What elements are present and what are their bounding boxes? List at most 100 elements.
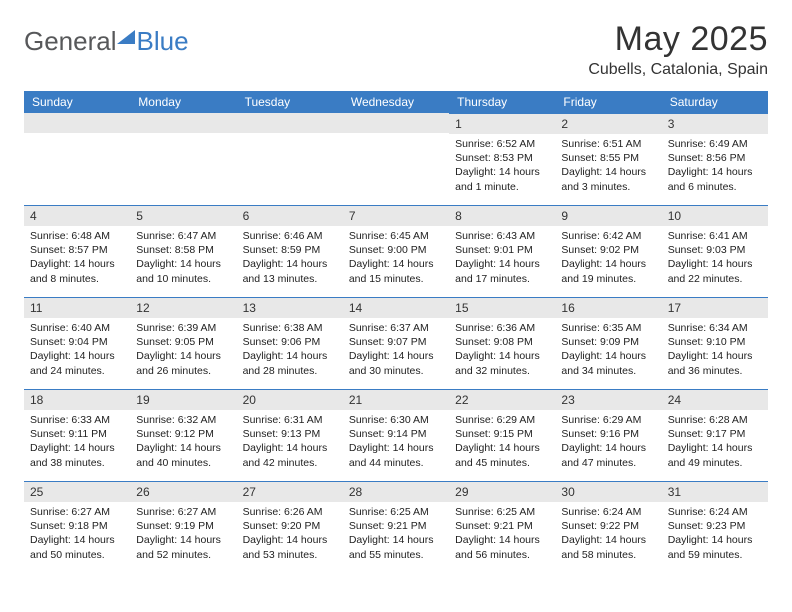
sunrise-line: Sunrise: 6:33 AM — [30, 413, 124, 427]
sunset-line: Sunset: 9:23 PM — [668, 519, 762, 533]
sunset-line: Sunset: 9:21 PM — [349, 519, 443, 533]
daylight-line: Daylight: 14 hours and 50 minutes. — [30, 533, 124, 561]
calendar-cell: 2Sunrise: 6:51 AMSunset: 8:55 PMDaylight… — [555, 113, 661, 205]
sunrise-line: Sunrise: 6:30 AM — [349, 413, 443, 427]
weekday-header: Sunday Monday Tuesday Wednesday Thursday… — [24, 91, 768, 113]
sunrise-line: Sunrise: 6:51 AM — [561, 137, 655, 151]
day-number: 10 — [662, 206, 768, 226]
daylight-line: Daylight: 14 hours and 47 minutes. — [561, 441, 655, 469]
day-info: Sunrise: 6:29 AMSunset: 9:16 PMDaylight:… — [555, 410, 661, 476]
calendar-cell: 20Sunrise: 6:31 AMSunset: 9:13 PMDayligh… — [237, 389, 343, 481]
daylight-line: Daylight: 14 hours and 3 minutes. — [561, 165, 655, 193]
daylight-line: Daylight: 14 hours and 58 minutes. — [561, 533, 655, 561]
day-info: Sunrise: 6:47 AMSunset: 8:58 PMDaylight:… — [130, 226, 236, 292]
sunset-line: Sunset: 9:06 PM — [243, 335, 337, 349]
sunset-line: Sunset: 8:56 PM — [668, 151, 762, 165]
calendar-cell-empty — [343, 113, 449, 205]
sunrise-line: Sunrise: 6:26 AM — [243, 505, 337, 519]
sunset-line: Sunset: 9:12 PM — [136, 427, 230, 441]
daylight-line: Daylight: 14 hours and 53 minutes. — [243, 533, 337, 561]
sunrise-line: Sunrise: 6:25 AM — [455, 505, 549, 519]
calendar-cell: 24Sunrise: 6:28 AMSunset: 9:17 PMDayligh… — [662, 389, 768, 481]
calendar-grid: 1Sunrise: 6:52 AMSunset: 8:53 PMDaylight… — [24, 113, 768, 573]
sunset-line: Sunset: 8:53 PM — [455, 151, 549, 165]
sunrise-line: Sunrise: 6:32 AM — [136, 413, 230, 427]
day-number: 4 — [24, 206, 130, 226]
daylight-line: Daylight: 14 hours and 19 minutes. — [561, 257, 655, 285]
daylight-line: Daylight: 14 hours and 34 minutes. — [561, 349, 655, 377]
sunset-line: Sunset: 9:14 PM — [349, 427, 443, 441]
calendar-cell-empty — [24, 113, 130, 205]
day-info: Sunrise: 6:30 AMSunset: 9:14 PMDaylight:… — [343, 410, 449, 476]
calendar-cell: 31Sunrise: 6:24 AMSunset: 9:23 PMDayligh… — [662, 481, 768, 573]
sunrise-line: Sunrise: 6:48 AM — [30, 229, 124, 243]
day-info: Sunrise: 6:48 AMSunset: 8:57 PMDaylight:… — [24, 226, 130, 292]
day-info: Sunrise: 6:33 AMSunset: 9:11 PMDaylight:… — [24, 410, 130, 476]
day-number: 19 — [130, 390, 236, 410]
day-number: 3 — [662, 114, 768, 134]
daylight-line: Daylight: 14 hours and 52 minutes. — [136, 533, 230, 561]
sunrise-line: Sunrise: 6:27 AM — [136, 505, 230, 519]
sunrise-line: Sunrise: 6:46 AM — [243, 229, 337, 243]
day-number: 28 — [343, 482, 449, 502]
weekday-label: Wednesday — [343, 91, 449, 113]
day-info: Sunrise: 6:41 AMSunset: 9:03 PMDaylight:… — [662, 226, 768, 292]
calendar-cell: 18Sunrise: 6:33 AMSunset: 9:11 PMDayligh… — [24, 389, 130, 481]
sunset-line: Sunset: 9:07 PM — [349, 335, 443, 349]
day-info: Sunrise: 6:49 AMSunset: 8:56 PMDaylight:… — [662, 134, 768, 200]
sunset-line: Sunset: 9:15 PM — [455, 427, 549, 441]
sunrise-line: Sunrise: 6:43 AM — [455, 229, 549, 243]
sunrise-line: Sunrise: 6:37 AM — [349, 321, 443, 335]
sunset-line: Sunset: 9:18 PM — [30, 519, 124, 533]
weekday-label: Monday — [130, 91, 236, 113]
page-subtitle: Cubells, Catalonia, Spain — [588, 61, 768, 79]
day-number: 8 — [449, 206, 555, 226]
calendar-cell: 26Sunrise: 6:27 AMSunset: 9:19 PMDayligh… — [130, 481, 236, 573]
calendar-cell: 30Sunrise: 6:24 AMSunset: 9:22 PMDayligh… — [555, 481, 661, 573]
daylight-line: Daylight: 14 hours and 49 minutes. — [668, 441, 762, 469]
weekday-label: Thursday — [449, 91, 555, 113]
calendar-cell: 21Sunrise: 6:30 AMSunset: 9:14 PMDayligh… — [343, 389, 449, 481]
sunset-line: Sunset: 9:16 PM — [561, 427, 655, 441]
sunset-line: Sunset: 9:21 PM — [455, 519, 549, 533]
daylight-line: Daylight: 14 hours and 15 minutes. — [349, 257, 443, 285]
day-number: 16 — [555, 298, 661, 318]
calendar-cell: 3Sunrise: 6:49 AMSunset: 8:56 PMDaylight… — [662, 113, 768, 205]
page-title: May 2025 — [588, 20, 768, 59]
sunset-line: Sunset: 8:57 PM — [30, 243, 124, 257]
calendar-cell: 5Sunrise: 6:47 AMSunset: 8:58 PMDaylight… — [130, 205, 236, 297]
daylight-line: Daylight: 14 hours and 56 minutes. — [455, 533, 549, 561]
day-info: Sunrise: 6:34 AMSunset: 9:10 PMDaylight:… — [662, 318, 768, 384]
sunset-line: Sunset: 9:02 PM — [561, 243, 655, 257]
daylight-line: Daylight: 14 hours and 17 minutes. — [455, 257, 549, 285]
logo-text-2: Blue — [137, 26, 189, 57]
calendar-cell: 7Sunrise: 6:45 AMSunset: 9:00 PMDaylight… — [343, 205, 449, 297]
calendar-cell: 1Sunrise: 6:52 AMSunset: 8:53 PMDaylight… — [449, 113, 555, 205]
day-info: Sunrise: 6:26 AMSunset: 9:20 PMDaylight:… — [237, 502, 343, 568]
sunrise-line: Sunrise: 6:24 AM — [668, 505, 762, 519]
day-info: Sunrise: 6:35 AMSunset: 9:09 PMDaylight:… — [555, 318, 661, 384]
sunset-line: Sunset: 9:00 PM — [349, 243, 443, 257]
sunrise-line: Sunrise: 6:27 AM — [30, 505, 124, 519]
sunrise-line: Sunrise: 6:40 AM — [30, 321, 124, 335]
daylight-line: Daylight: 14 hours and 22 minutes. — [668, 257, 762, 285]
day-number: 22 — [449, 390, 555, 410]
day-info: Sunrise: 6:39 AMSunset: 9:05 PMDaylight:… — [130, 318, 236, 384]
day-info: Sunrise: 6:28 AMSunset: 9:17 PMDaylight:… — [662, 410, 768, 476]
logo-text-1: General — [24, 26, 117, 57]
calendar-cell: 17Sunrise: 6:34 AMSunset: 9:10 PMDayligh… — [662, 297, 768, 389]
calendar-cell: 10Sunrise: 6:41 AMSunset: 9:03 PMDayligh… — [662, 205, 768, 297]
day-number: 1 — [449, 114, 555, 134]
day-number: 17 — [662, 298, 768, 318]
sunset-line: Sunset: 9:17 PM — [668, 427, 762, 441]
weekday-label: Saturday — [662, 91, 768, 113]
day-info: Sunrise: 6:24 AMSunset: 9:22 PMDaylight:… — [555, 502, 661, 568]
sunrise-line: Sunrise: 6:38 AM — [243, 321, 337, 335]
calendar-cell: 28Sunrise: 6:25 AMSunset: 9:21 PMDayligh… — [343, 481, 449, 573]
sunset-line: Sunset: 8:58 PM — [136, 243, 230, 257]
sunset-line: Sunset: 9:10 PM — [668, 335, 762, 349]
day-info: Sunrise: 6:32 AMSunset: 9:12 PMDaylight:… — [130, 410, 236, 476]
day-info: Sunrise: 6:27 AMSunset: 9:18 PMDaylight:… — [24, 502, 130, 568]
day-number: 14 — [343, 298, 449, 318]
day-info: Sunrise: 6:36 AMSunset: 9:08 PMDaylight:… — [449, 318, 555, 384]
